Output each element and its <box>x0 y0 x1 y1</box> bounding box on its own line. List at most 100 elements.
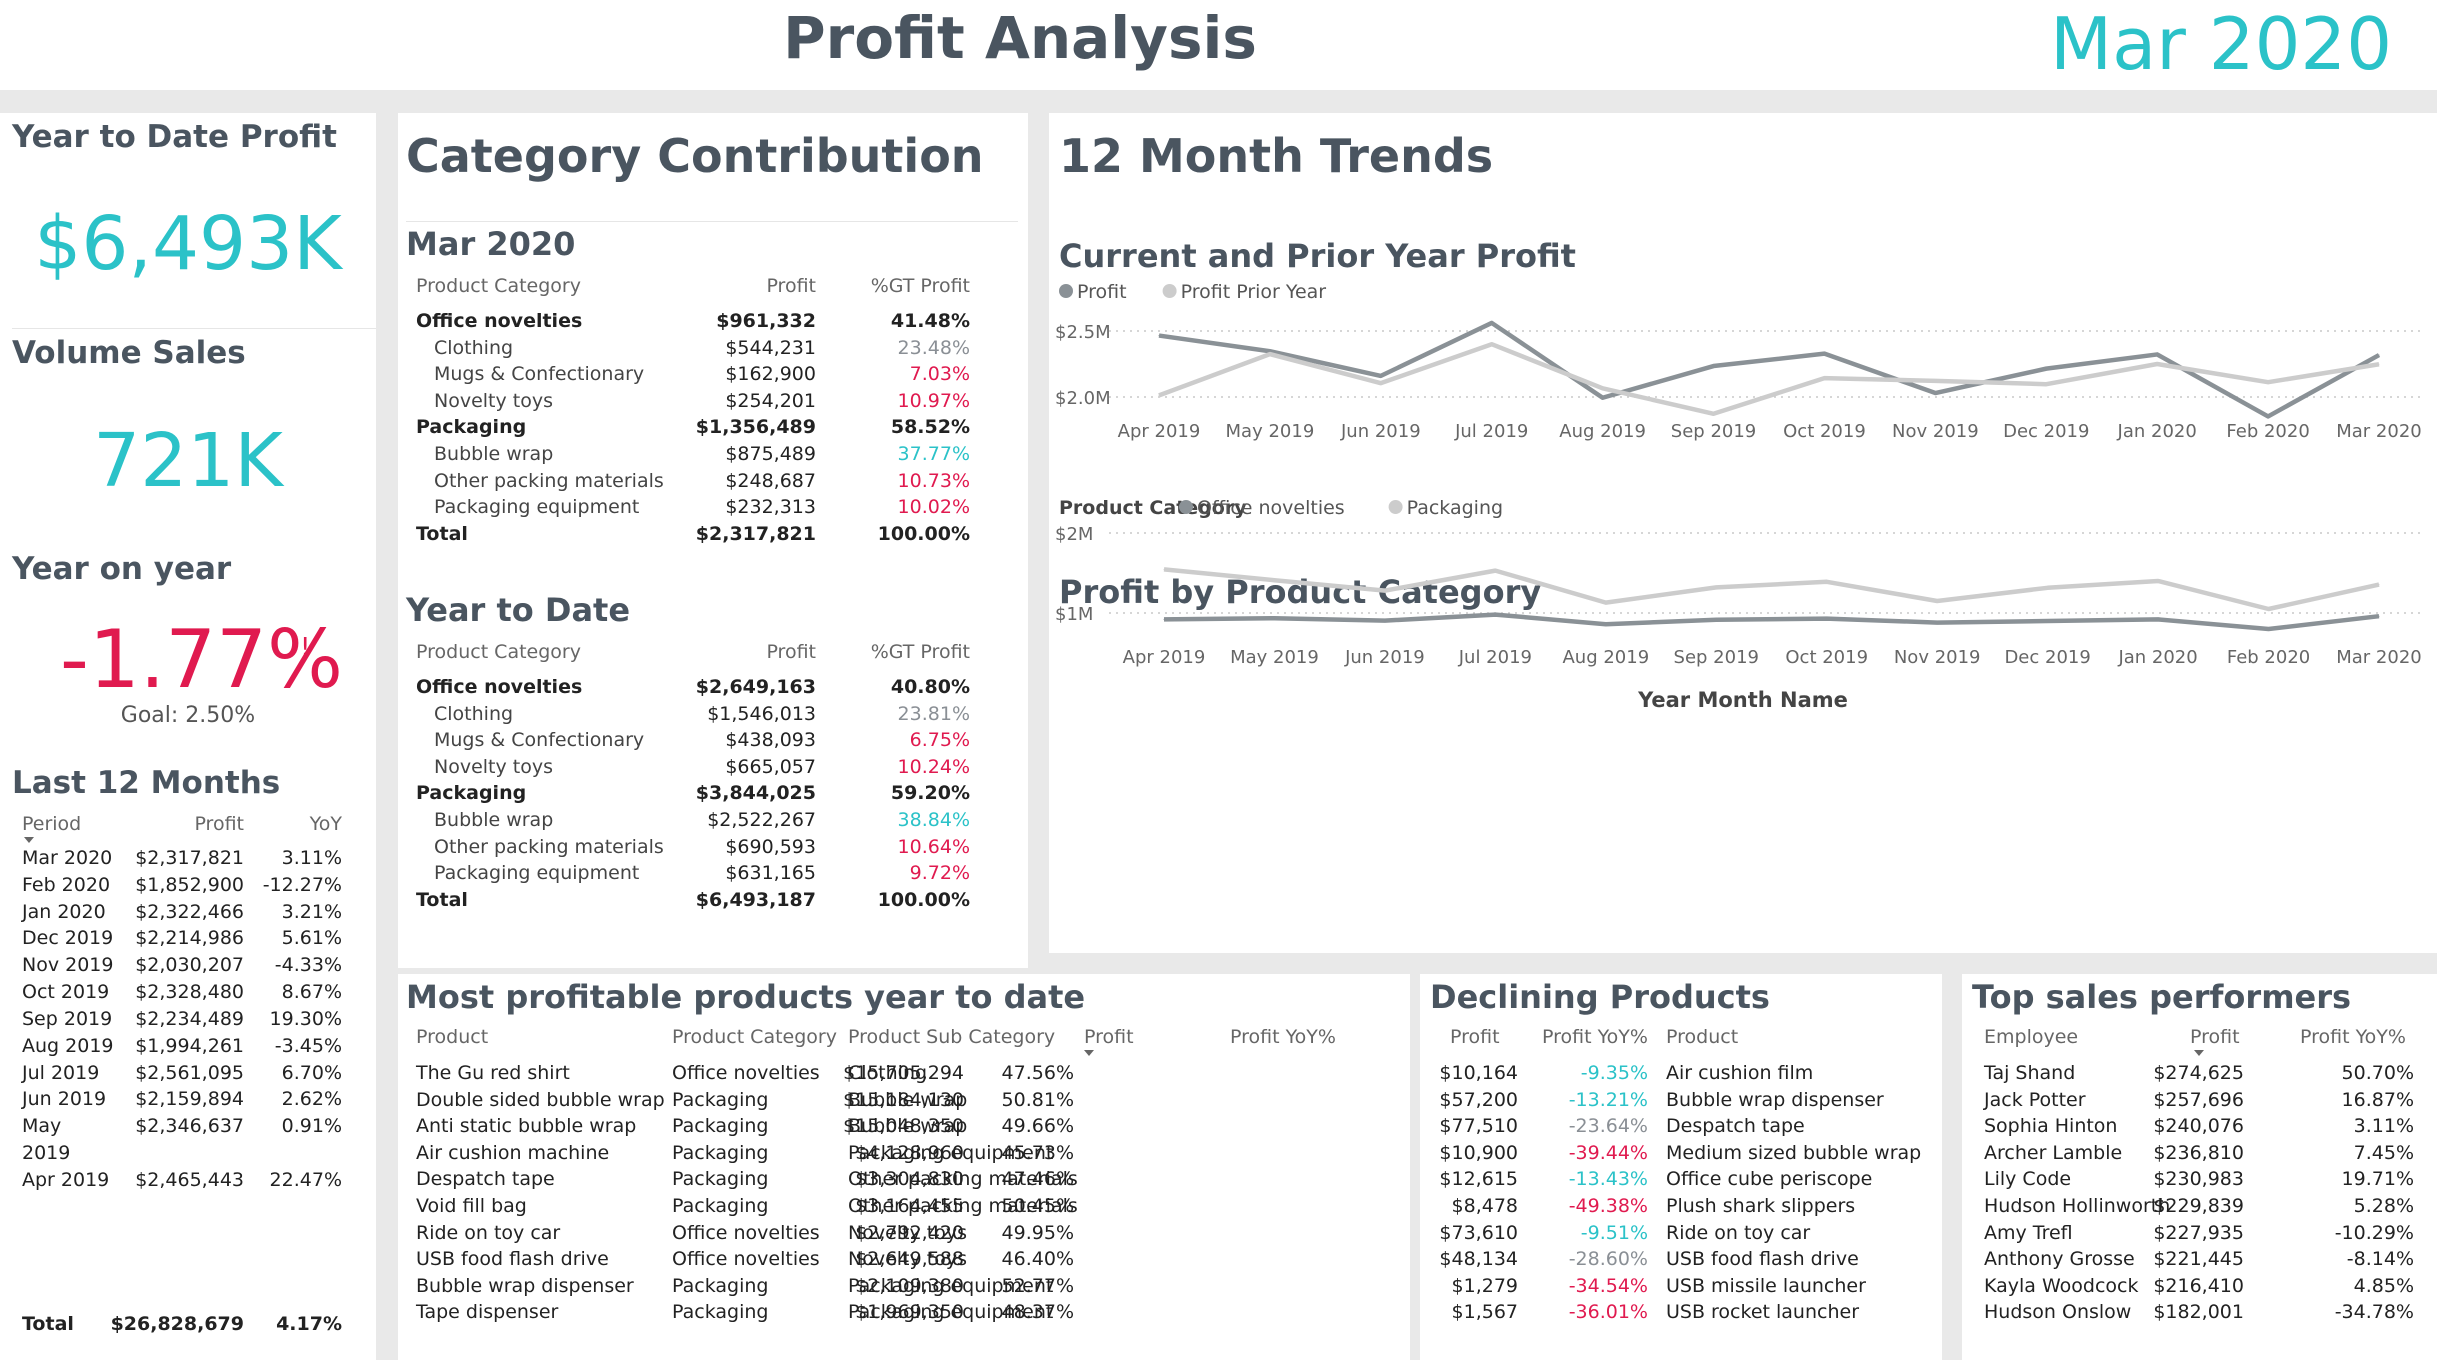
data-point <box>2378 354 2380 356</box>
col-header-subcategory[interactable]: Product Sub Category <box>848 1026 1056 1048</box>
col-header-category[interactable]: Product Category <box>672 1026 837 1048</box>
col-header-profit[interactable]: Profit <box>766 641 816 663</box>
profit-cell: $257,696 <box>2153 1088 2244 1111</box>
col-header-profit[interactable]: Profit <box>1084 1026 1134 1048</box>
category-name-cell: Total <box>416 888 468 911</box>
table-row: Bubble wrap dispenser Packaging Packaging … <box>416 1275 1396 1302</box>
employee-cell: Taj Shand <box>1984 1062 2076 1084</box>
product-cell: USB rocket launcher <box>1666 1301 1860 1324</box>
col-header-profit[interactable]: Profit <box>194 813 244 835</box>
legend-item[interactable]: Profit Prior Year <box>1181 281 1327 303</box>
trends-panel: 12 Month Trends Current and Prior Year P… <box>1049 113 2437 953</box>
x-tick-label: Feb 2020 <box>2226 421 2309 442</box>
table-row: Novelty toys $254,201 10.97% <box>416 390 1006 417</box>
yoy-cell: 3.11% <box>281 847 342 869</box>
period-cell: Jan 2020 <box>22 900 106 923</box>
profit-cell: $240,076 <box>2153 1115 2244 1138</box>
category-name-cell: Total <box>416 522 468 545</box>
col-header-product[interactable]: Product <box>1666 1026 1739 1048</box>
data-point <box>1158 394 1160 396</box>
table-row: Hudson Hollinworth $229,839 5.28% <box>1984 1195 2424 1222</box>
col-header-profit[interactable]: Profit <box>2190 1026 2240 1048</box>
legend-item[interactable]: Packaging <box>1407 497 1503 519</box>
col-header-yoy[interactable]: Profit YoY% <box>1230 1026 1336 1048</box>
yoy-cell: 22.47% <box>269 1168 342 1191</box>
yoy-cell: 50.70% <box>2341 1062 2414 1084</box>
profit-cell: $2,159,894 <box>135 1088 244 1111</box>
data-point <box>1494 614 1496 616</box>
x-tick-label: Dec 2019 <box>2003 421 2089 442</box>
yoy-cell: 8.67% <box>281 981 342 1004</box>
yoy-cell: -34.54% <box>1568 1274 1648 1297</box>
table-row: Tape dispenser Packaging Packaging equipme… <box>416 1301 1396 1328</box>
profit-cell: $2,465,443 <box>135 1168 244 1191</box>
pct-cell: 58.52% <box>890 416 970 439</box>
table-row: Other packing materials $248,687 10.73% <box>416 470 1006 497</box>
x-tick-label: Mar 2020 <box>2336 421 2422 442</box>
x-axis-title: Year Month Name <box>1637 688 1848 712</box>
col-header-yoy[interactable]: YoY <box>309 813 342 835</box>
yoy-cell: 5.28% <box>2353 1195 2414 1217</box>
col-header-period[interactable]: Period <box>22 813 82 835</box>
yoy-cell: -12.27% <box>262 873 342 896</box>
legend-marker <box>1179 500 1193 514</box>
profit-cell: $227,935 <box>2153 1221 2244 1244</box>
data-point <box>1269 350 1271 352</box>
category-name-cell: Bubble wrap <box>434 443 554 465</box>
subcategory-cell: Other packing materials <box>848 1168 1078 1191</box>
x-tick-label: Apr 2019 <box>1118 421 1201 442</box>
yoy-cell: -36.01% <box>1568 1301 1648 1324</box>
period-cell: Sep 2019 <box>22 1007 113 1030</box>
col-header-product[interactable]: Product <box>416 1026 489 1048</box>
table-row: Ride on toy car Office novelties Novelty t… <box>416 1222 1396 1249</box>
table-row: Hudson Onslow $182,001 -34.78% <box>1984 1301 2424 1328</box>
table-row: Mar 2020 $2,317,821 3.11% <box>22 847 352 874</box>
subcategory-cell: Novelty toys <box>848 1221 968 1244</box>
category-cell: Packaging <box>672 1168 769 1191</box>
product-cell: Tape dispenser <box>416 1301 559 1324</box>
col-header-pct[interactable]: %GT Profit <box>870 275 970 297</box>
table-row: Anti static bubble wrap Packaging Bubble w… <box>416 1115 1396 1142</box>
profit-cell: $57,200 <box>1439 1088 1518 1111</box>
legend-item[interactable]: Office novelties <box>1197 497 1345 519</box>
col-header-profit[interactable]: Profit <box>1450 1026 1500 1048</box>
divider <box>12 328 376 329</box>
data-point <box>2157 580 2159 582</box>
table-header: Product Product Category Product Sub Categ… <box>416 1026 1396 1053</box>
category-cell: Packaging <box>672 1115 769 1138</box>
col-header-category[interactable]: Product Category <box>416 641 581 663</box>
legend-item[interactable]: Profit <box>1077 281 1127 303</box>
chart2-title: Profit by Product Category <box>1059 573 1542 611</box>
table-row: $73,610 -9.51% Ride on toy car <box>1430 1222 1930 1249</box>
col-header-yoy[interactable]: Profit YoY% <box>2300 1026 2406 1048</box>
category-name-cell: Mugs & Confectionary <box>434 363 645 386</box>
profit-cell: $2,322,466 <box>135 900 244 923</box>
table-row: Jack Potter $257,696 16.87% <box>1984 1089 2424 1116</box>
table-row: Nov 2019 $2,030,207 -4.33% <box>22 954 352 981</box>
ytd-category-table: Product Category Profit %GT Profit Office n… <box>416 641 1006 931</box>
table-row: Dec 2019 $2,214,986 5.61% <box>22 927 352 954</box>
x-tick-label: Mar 2020 <box>2336 647 2422 668</box>
profit-cell: $15,184,130 <box>843 1088 964 1111</box>
product-cell: Void fill bag <box>416 1195 527 1217</box>
yoy-cell: 52.77% <box>1001 1274 1074 1297</box>
yoy-cell: 47.46% <box>1001 1168 1074 1191</box>
period-cell: Dec 2019 <box>22 927 114 950</box>
data-point <box>2156 353 2158 355</box>
table-row: Packaging $3,844,025 59.20% <box>416 782 1006 809</box>
y-tick-label: $2.5M <box>1055 322 1111 343</box>
table-row: Sep 2019 $2,234,489 19.30% <box>22 1008 352 1035</box>
col-header-employee[interactable]: Employee <box>1984 1026 2079 1048</box>
product-cell: Air cushion film <box>1666 1062 1814 1084</box>
data-point <box>1823 353 1825 355</box>
data-point <box>2268 608 2270 610</box>
table-row: Jun 2019 $2,159,894 2.62% <box>22 1088 352 1115</box>
table-row: Total $2,317,821 100.00% <box>416 523 1006 550</box>
declining-title: Declining Products <box>1430 978 1770 1016</box>
col-header-yoy[interactable]: Profit YoY% <box>1542 1026 1648 1048</box>
yoy-cell: -9.35% <box>1580 1062 1648 1084</box>
col-header-profit[interactable]: Profit <box>766 275 816 297</box>
col-header-category[interactable]: Product Category <box>416 275 581 297</box>
data-point <box>1384 590 1386 592</box>
col-header-pct[interactable]: %GT Profit <box>870 641 970 663</box>
